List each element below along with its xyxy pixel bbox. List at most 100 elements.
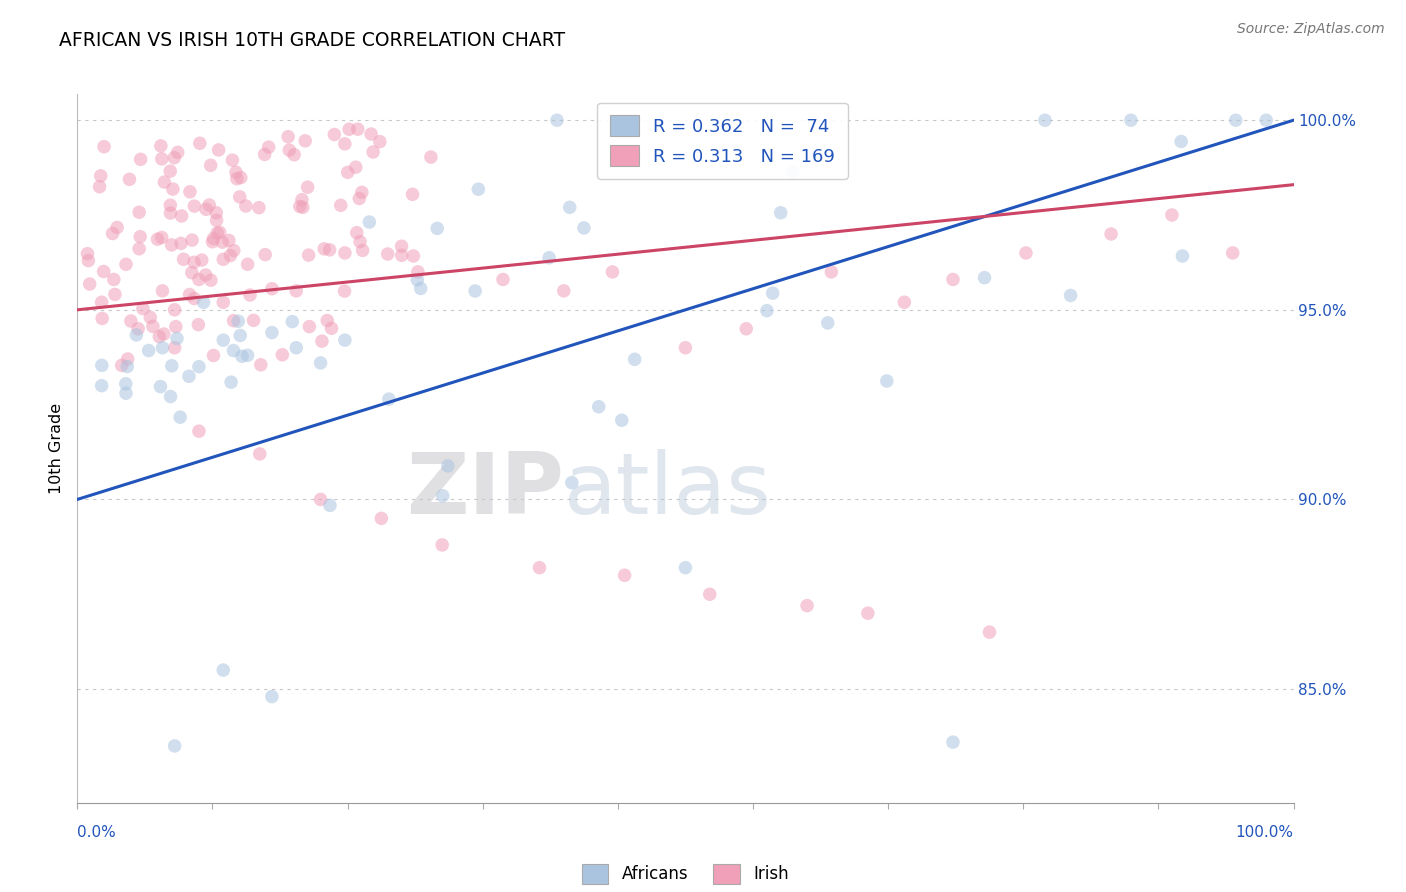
Point [150, 230, 173, 244]
Point [90, 378, 112, 392]
Point [623, 352, 645, 367]
Point [553, 284, 575, 298]
Point [90, 295, 112, 310]
Point [406, 265, 429, 279]
Point [1171, 249, 1194, 263]
Point [200, 158, 222, 172]
Point [675, 341, 697, 355]
Point [149, 379, 172, 393]
Point [139, 310, 162, 325]
Point [200, 273, 222, 287]
Point [1033, 113, 1056, 128]
Point [236, 348, 259, 362]
Text: ZIP: ZIP [406, 450, 564, 533]
Point [856, 606, 879, 620]
Point [610, 413, 633, 427]
Point [169, 410, 191, 425]
Point [225, 165, 247, 179]
Point [876, 374, 898, 388]
Point [231, 349, 253, 363]
Point [202, 231, 225, 245]
Point [205, 213, 228, 227]
Point [163, 151, 186, 165]
Point [297, 180, 319, 194]
Point [260, 690, 283, 704]
Point [613, 568, 636, 582]
Point [115, 386, 138, 401]
Point [101, 227, 124, 241]
Text: 100.0%: 100.0% [1236, 825, 1294, 840]
Point [188, 424, 211, 438]
Point [212, 663, 235, 677]
Point [249, 447, 271, 461]
Point [346, 122, 368, 136]
Point [942, 735, 965, 749]
Point [260, 282, 283, 296]
Point [323, 128, 346, 142]
Point [314, 242, 336, 256]
Point [212, 252, 235, 267]
Point [128, 242, 150, 256]
Point [278, 143, 301, 157]
Point [118, 172, 141, 186]
Point [298, 319, 321, 334]
Point [1222, 246, 1244, 260]
Point [111, 359, 134, 373]
Point [370, 511, 392, 525]
Point [319, 499, 342, 513]
Point [177, 369, 200, 384]
Point [163, 739, 186, 753]
Point [391, 239, 413, 253]
Point [152, 284, 174, 298]
Point [378, 392, 401, 406]
Point [247, 201, 270, 215]
Point [1256, 113, 1278, 128]
Point [260, 326, 283, 340]
Point [1059, 288, 1081, 302]
Point [149, 139, 172, 153]
Point [529, 560, 551, 574]
Point [796, 599, 818, 613]
Point [188, 272, 211, 286]
Point [226, 314, 249, 328]
Point [291, 200, 314, 214]
Point [195, 202, 218, 217]
Point [409, 281, 432, 295]
Point [271, 348, 294, 362]
Point [138, 343, 160, 358]
Legend: Africans, Irish: Africans, Irish [575, 857, 796, 890]
Point [146, 232, 169, 246]
Point [350, 186, 373, 200]
Point [114, 376, 136, 391]
Point [188, 136, 211, 151]
Point [205, 226, 228, 240]
Text: 0.0%: 0.0% [77, 825, 117, 840]
Point [329, 198, 352, 212]
Point [128, 205, 150, 219]
Point [170, 236, 193, 251]
Point [198, 198, 221, 212]
Point [76, 246, 98, 260]
Point [973, 270, 995, 285]
Point [249, 358, 271, 372]
Point [105, 220, 128, 235]
Point [148, 329, 170, 343]
Point [103, 272, 125, 286]
Point [344, 160, 367, 174]
Point [170, 209, 193, 223]
Point [333, 246, 356, 260]
Point [183, 199, 205, 213]
Point [294, 134, 316, 148]
Point [79, 277, 101, 291]
Point [91, 311, 114, 326]
Point [283, 147, 305, 161]
Point [183, 292, 205, 306]
Point [561, 475, 583, 490]
Point [162, 182, 184, 196]
Point [402, 249, 425, 263]
Point [129, 153, 152, 167]
Point [349, 192, 371, 206]
Point [277, 129, 299, 144]
Point [538, 251, 561, 265]
Point [152, 326, 174, 341]
